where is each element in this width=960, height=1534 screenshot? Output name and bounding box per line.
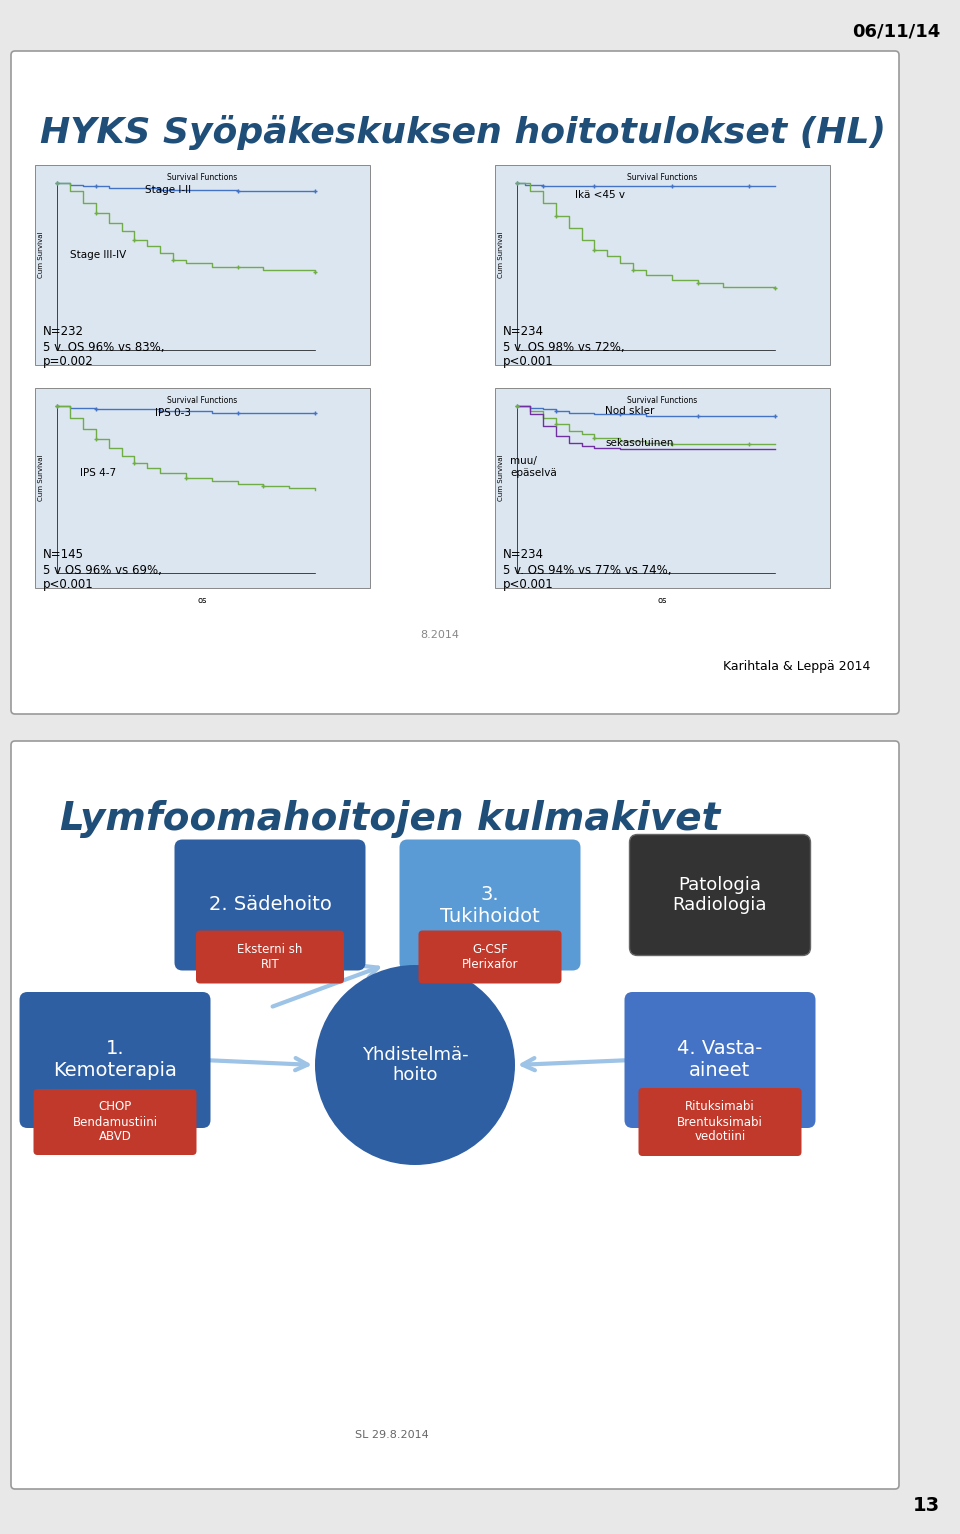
Text: os: os: [658, 597, 667, 604]
FancyBboxPatch shape: [34, 1089, 197, 1155]
Ellipse shape: [315, 965, 515, 1164]
FancyBboxPatch shape: [495, 388, 830, 588]
Text: 8.2014: 8.2014: [420, 630, 460, 640]
FancyBboxPatch shape: [11, 741, 899, 1490]
Text: Survival Functions: Survival Functions: [628, 173, 698, 183]
Text: Survival Functions: Survival Functions: [167, 173, 238, 183]
Text: 13: 13: [913, 1496, 940, 1516]
Text: Survival Functions: Survival Functions: [167, 396, 238, 405]
Text: Patologia
Radiologia: Patologia Radiologia: [673, 876, 767, 914]
Text: 5 v. OS 98% vs 72%,: 5 v. OS 98% vs 72%,: [503, 341, 625, 354]
Text: Yhdistelmä-
hoito: Yhdistelmä- hoito: [362, 1046, 468, 1085]
FancyBboxPatch shape: [35, 166, 370, 365]
Text: p<0.001: p<0.001: [43, 578, 94, 591]
FancyBboxPatch shape: [35, 388, 370, 588]
Text: Cum Survival: Cum Survival: [38, 232, 44, 278]
Text: 5 v. OS 94% vs 77% vs 74%,: 5 v. OS 94% vs 77% vs 74%,: [503, 565, 671, 577]
Text: 5 v OS 96% vs 69%,: 5 v OS 96% vs 69%,: [43, 565, 162, 577]
Text: os: os: [198, 597, 207, 604]
Text: Cum Survival: Cum Survival: [38, 454, 44, 502]
Text: IPS 4-7: IPS 4-7: [80, 468, 116, 479]
FancyBboxPatch shape: [196, 931, 344, 983]
Text: Stage III-IV: Stage III-IV: [70, 250, 127, 259]
Text: Cum Survival: Cum Survival: [498, 232, 504, 278]
Text: sekasoluinen: sekasoluinen: [605, 439, 673, 448]
FancyBboxPatch shape: [19, 992, 210, 1127]
Text: Rituksimabi
Brentuksimabi
vedotiini: Rituksimabi Brentuksimabi vedotiini: [677, 1100, 763, 1143]
Text: Cum Survival: Cum Survival: [498, 454, 504, 502]
Text: muu/
epäselvä: muu/ epäselvä: [510, 456, 557, 477]
Text: Survival Functions: Survival Functions: [628, 396, 698, 405]
Text: p<0.001: p<0.001: [503, 354, 554, 368]
Text: Nod skler: Nod skler: [605, 407, 655, 416]
Text: 2. Sädehoito: 2. Sädehoito: [208, 896, 331, 914]
FancyBboxPatch shape: [399, 839, 581, 971]
Text: G-CSF
Plerixafor: G-CSF Plerixafor: [462, 943, 518, 971]
FancyBboxPatch shape: [419, 931, 562, 983]
FancyBboxPatch shape: [625, 992, 815, 1127]
Text: CHOP
Bendamustiini
ABVD: CHOP Bendamustiini ABVD: [72, 1100, 157, 1143]
FancyBboxPatch shape: [175, 839, 366, 971]
Text: 1.
Kemoterapia: 1. Kemoterapia: [53, 1040, 177, 1080]
Text: N=234: N=234: [503, 548, 544, 561]
Text: IPS 0-3: IPS 0-3: [155, 408, 191, 417]
Text: Eksterni sh
RIT: Eksterni sh RIT: [237, 943, 302, 971]
Text: p<0.001: p<0.001: [503, 578, 554, 591]
Text: 5 v. OS 96% vs 83%,: 5 v. OS 96% vs 83%,: [43, 341, 164, 354]
Text: Karihtala & Leppä 2014: Karihtala & Leppä 2014: [723, 660, 870, 673]
Text: Ikä <45 v: Ikä <45 v: [575, 190, 625, 199]
Text: 3.
Tukihoidot: 3. Tukihoidot: [440, 885, 540, 925]
Text: 06/11/14: 06/11/14: [852, 21, 940, 40]
Text: N=232: N=232: [43, 325, 84, 337]
Text: 4. Vasta-
aineet: 4. Vasta- aineet: [678, 1040, 762, 1080]
Text: Lymfoomahoitojen kulmakivet: Lymfoomahoitojen kulmakivet: [60, 801, 720, 838]
Text: N=145: N=145: [43, 548, 84, 561]
Text: p=0.002: p=0.002: [43, 354, 94, 368]
Text: N=234: N=234: [503, 325, 544, 337]
FancyBboxPatch shape: [638, 1088, 802, 1157]
FancyBboxPatch shape: [11, 51, 899, 713]
Text: Stage I-II: Stage I-II: [145, 186, 191, 195]
Text: SL 29.8.2014: SL 29.8.2014: [355, 1430, 429, 1440]
FancyBboxPatch shape: [495, 166, 830, 365]
Text: HYKS Syöpäkeskuksen hoitotulokset (HL): HYKS Syöpäkeskuksen hoitotulokset (HL): [40, 115, 886, 150]
FancyBboxPatch shape: [630, 834, 810, 956]
